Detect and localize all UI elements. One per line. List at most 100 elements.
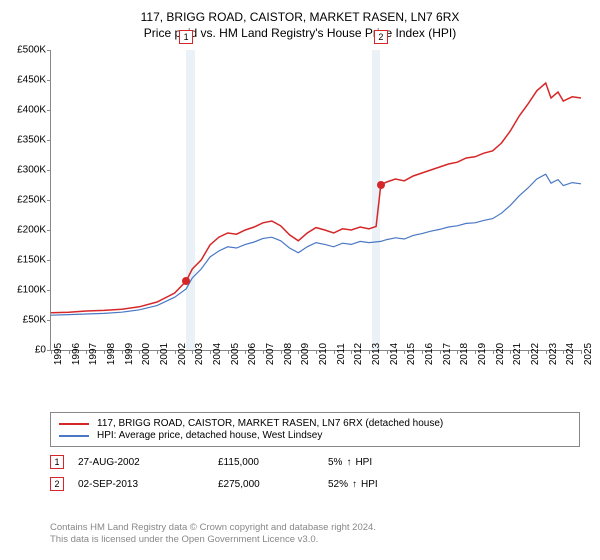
y-axis-label: £50K bbox=[23, 315, 46, 326]
x-axis-label: 2014 bbox=[389, 343, 400, 365]
y-axis-label: £500K bbox=[17, 45, 46, 56]
x-axis-label: 2017 bbox=[442, 343, 453, 365]
x-tick bbox=[528, 350, 529, 354]
x-tick bbox=[316, 350, 317, 354]
sale-row: 2 02-SEP-2013£275,00052%↑HPI bbox=[50, 477, 580, 491]
y-tick bbox=[47, 170, 51, 171]
x-axis-label: 2007 bbox=[265, 343, 276, 365]
y-axis-label: £300K bbox=[17, 165, 46, 176]
legend-swatch-hpi bbox=[59, 435, 89, 437]
x-axis-label: 2024 bbox=[565, 343, 576, 365]
x-axis-label: 2021 bbox=[512, 343, 523, 365]
x-axis-label: 2002 bbox=[177, 343, 188, 365]
x-tick bbox=[369, 350, 370, 354]
x-axis-label: 2006 bbox=[247, 343, 258, 365]
y-axis-label: £200K bbox=[17, 225, 46, 236]
sale-row: 1 27-AUG-2002£115,0005%↑HPI bbox=[50, 455, 580, 469]
x-axis-label: 2015 bbox=[406, 343, 417, 365]
arrow-up-icon: ↑ bbox=[352, 479, 357, 490]
x-tick bbox=[475, 350, 476, 354]
chart-container: 117, BRIGG ROAD, CAISTOR, MARKET RASEN, … bbox=[0, 0, 600, 560]
x-tick bbox=[69, 350, 70, 354]
legend-block: 117, BRIGG ROAD, CAISTOR, MARKET RASEN, … bbox=[50, 412, 580, 491]
y-axis-label: £250K bbox=[17, 195, 46, 206]
sale-pct: 52%↑HPI bbox=[328, 479, 378, 490]
x-axis-label: 1998 bbox=[106, 343, 117, 365]
y-axis-label: £400K bbox=[17, 105, 46, 116]
x-axis-label: 2011 bbox=[336, 343, 347, 365]
x-tick bbox=[263, 350, 264, 354]
sale-marker-box: 1 bbox=[179, 30, 193, 44]
sale-dot bbox=[182, 277, 190, 285]
sale-price: £115,000 bbox=[218, 457, 328, 468]
sales-block: 1 27-AUG-2002£115,0005%↑HPI 2 02-SEP-2013£2… bbox=[50, 455, 580, 491]
y-axis-label: £150K bbox=[17, 255, 46, 266]
x-axis-label: 2003 bbox=[194, 343, 205, 365]
x-axis-label: 2001 bbox=[159, 343, 170, 365]
chart-title: 117, BRIGG ROAD, CAISTOR, MARKET RASEN, … bbox=[0, 10, 600, 24]
y-tick bbox=[47, 200, 51, 201]
y-axis-label: £450K bbox=[17, 75, 46, 86]
y-axis-label: £0 bbox=[35, 345, 46, 356]
x-axis-label: 2004 bbox=[212, 343, 223, 365]
x-axis-label: 2009 bbox=[300, 343, 311, 365]
sale-marker-box: 2 bbox=[374, 30, 388, 44]
plot-region: 12 bbox=[50, 50, 581, 351]
x-tick bbox=[228, 350, 229, 354]
footer-line1: Contains HM Land Registry data © Crown c… bbox=[50, 522, 376, 534]
sale-row-marker: 1 bbox=[50, 455, 64, 469]
x-tick bbox=[334, 350, 335, 354]
x-axis-label: 1996 bbox=[71, 343, 82, 365]
legend-label-property: 117, BRIGG ROAD, CAISTOR, MARKET RASEN, … bbox=[97, 418, 443, 429]
x-tick bbox=[581, 350, 582, 354]
x-axis-label: 2005 bbox=[230, 343, 241, 365]
sale-row-marker: 2 bbox=[50, 477, 64, 491]
y-tick bbox=[47, 140, 51, 141]
arrow-up-icon: ↑ bbox=[346, 457, 351, 468]
x-axis-label: 2013 bbox=[371, 343, 382, 365]
x-axis-label: 2018 bbox=[459, 343, 470, 365]
series-hpi bbox=[51, 174, 581, 315]
x-axis-label: 1999 bbox=[124, 343, 135, 365]
footer-line2: This data is licensed under the Open Gov… bbox=[50, 534, 376, 546]
title-block: 117, BRIGG ROAD, CAISTOR, MARKET RASEN, … bbox=[0, 0, 600, 40]
x-tick bbox=[51, 350, 52, 354]
x-axis-label: 2010 bbox=[318, 343, 329, 365]
footer-text: Contains HM Land Registry data © Crown c… bbox=[50, 522, 376, 547]
x-tick bbox=[122, 350, 123, 354]
x-axis-label: 2012 bbox=[353, 343, 364, 365]
y-tick bbox=[47, 110, 51, 111]
y-tick bbox=[47, 50, 51, 51]
legend-row-hpi: HPI: Average price, detached house, West… bbox=[59, 430, 571, 441]
x-tick bbox=[210, 350, 211, 354]
x-tick bbox=[440, 350, 441, 354]
y-tick bbox=[47, 80, 51, 81]
legend-box: 117, BRIGG ROAD, CAISTOR, MARKET RASEN, … bbox=[50, 412, 580, 447]
x-tick bbox=[546, 350, 547, 354]
x-tick bbox=[422, 350, 423, 354]
x-tick bbox=[493, 350, 494, 354]
sale-price: £275,000 bbox=[218, 479, 328, 490]
x-tick bbox=[387, 350, 388, 354]
x-axis-label: 2020 bbox=[495, 343, 506, 365]
y-axis-label: £100K bbox=[17, 285, 46, 296]
x-tick bbox=[104, 350, 105, 354]
x-tick bbox=[281, 350, 282, 354]
x-axis-label: 1995 bbox=[53, 343, 64, 365]
y-tick bbox=[47, 260, 51, 261]
chart-subtitle: Price paid vs. HM Land Registry's House … bbox=[0, 26, 600, 40]
chart-area: 12 £0£50K£100K£150K£200K£250K£300K£350K£… bbox=[50, 50, 580, 370]
x-axis-label: 2019 bbox=[477, 343, 488, 365]
x-axis-label: 2022 bbox=[530, 343, 541, 365]
sale-date: 27-AUG-2002 bbox=[78, 457, 218, 468]
x-tick bbox=[157, 350, 158, 354]
line-layer bbox=[51, 50, 581, 350]
x-axis-label: 2008 bbox=[283, 343, 294, 365]
y-tick bbox=[47, 230, 51, 231]
x-axis-label: 2000 bbox=[141, 343, 152, 365]
y-tick bbox=[47, 290, 51, 291]
sale-date: 02-SEP-2013 bbox=[78, 479, 218, 490]
legend-swatch-property bbox=[59, 423, 89, 425]
sale-pct: 5%↑HPI bbox=[328, 457, 372, 468]
x-tick bbox=[175, 350, 176, 354]
